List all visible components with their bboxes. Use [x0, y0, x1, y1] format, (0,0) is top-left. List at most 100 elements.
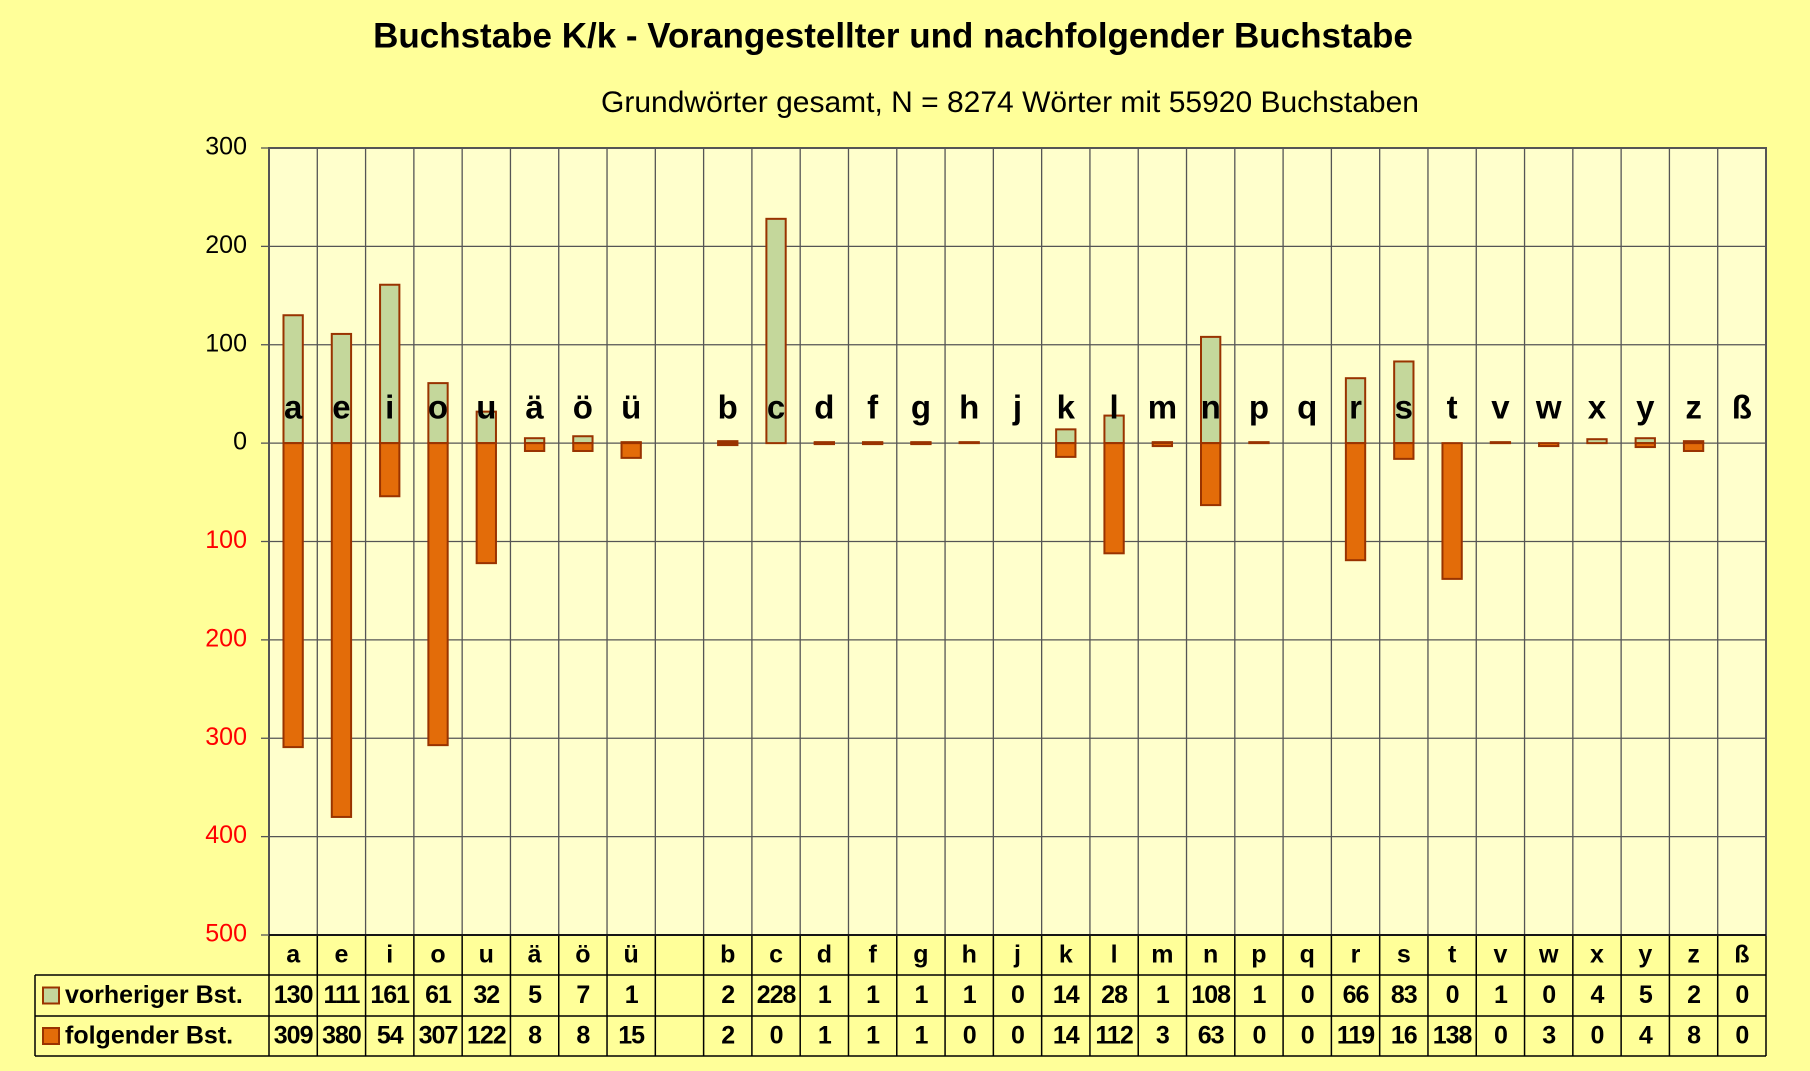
x-tick-label: ü [624, 941, 639, 969]
y-tick-label: 300 [205, 133, 247, 161]
table-value: 1 [866, 1022, 880, 1050]
table-value: 0 [1542, 981, 1555, 1009]
x-tick-label: c [769, 941, 783, 969]
table-value: 3 [1156, 1022, 1169, 1050]
y-tick-label: 100 [205, 526, 247, 554]
x-tick-label: l [1111, 941, 1118, 969]
table-value: 2 [1687, 981, 1700, 1009]
table-value: 61 [425, 981, 452, 1009]
category-letter: h [959, 388, 979, 425]
table-value: 0 [1735, 1022, 1748, 1050]
table-value: 108 [1191, 981, 1231, 1009]
category-letter: b [718, 388, 738, 425]
table-value: 380 [322, 1022, 361, 1050]
chart-title: Buchstabe K/k - Vorangestellter und nach… [373, 16, 1413, 55]
table-value: 228 [757, 981, 797, 1009]
x-tick-label: e [334, 941, 348, 969]
bar [1634, 442, 1656, 449]
table-value: 1 [818, 1022, 832, 1050]
x-tick-label: g [913, 941, 928, 969]
table-value: 0 [1735, 981, 1748, 1009]
bar [572, 442, 594, 452]
table-value: 66 [1343, 981, 1369, 1009]
x-tick-label: z [1687, 941, 1700, 969]
x-tick-label: ß [1734, 941, 1749, 969]
table-value: 32 [473, 981, 499, 1009]
bar [572, 435, 594, 445]
bar [765, 217, 787, 445]
x-tick-label: s [1397, 941, 1411, 969]
bar [1103, 442, 1125, 555]
category-letter: g [911, 388, 931, 425]
table-value: 119 [1337, 1022, 1374, 1050]
table-value: 5 [1639, 981, 1653, 1009]
table-value: 1 [1494, 981, 1508, 1009]
table-value: 0 [1301, 981, 1314, 1009]
table-value: 112 [1095, 1022, 1132, 1050]
x-tick-label: p [1251, 941, 1266, 969]
y-tick-label: 300 [205, 723, 247, 751]
x-tick-label: a [286, 941, 301, 969]
bar [523, 442, 546, 452]
category-letter: j [1012, 388, 1022, 425]
table-value: 7 [576, 981, 589, 1009]
x-tick-label: r [1351, 941, 1361, 969]
table-value: 28 [1101, 981, 1128, 1009]
category-letter: n [1201, 388, 1221, 425]
x-tick-label: ö [575, 941, 590, 969]
category-letter: x [1588, 388, 1607, 425]
category-letter: q [1297, 388, 1317, 425]
table-value: 3 [1542, 1022, 1555, 1050]
x-tick-label: i [386, 941, 393, 969]
table-value: 8 [528, 1022, 542, 1050]
x-tick-label: u [479, 941, 494, 969]
category-letter: ü [621, 388, 641, 425]
bar [910, 442, 932, 446]
table-value: 15 [618, 1022, 645, 1050]
bar [813, 442, 835, 446]
bar [379, 442, 401, 498]
category-letter: z [1685, 388, 1702, 425]
table-value: 4 [1639, 1022, 1653, 1050]
x-tick-label: h [962, 941, 977, 969]
table-value: 1 [1252, 981, 1266, 1009]
table-value: 1 [625, 981, 639, 1009]
table-value: 161 [370, 981, 410, 1009]
table-value: 111 [323, 981, 360, 1009]
y-tick-label: 200 [205, 624, 247, 652]
table-value: 138 [1433, 1022, 1473, 1050]
category-letter: o [428, 388, 448, 425]
category-letter: v [1491, 388, 1510, 425]
x-tick-label: m [1151, 941, 1173, 969]
category-letter: t [1447, 388, 1458, 425]
category-letter: i [385, 388, 394, 425]
table-value: 0 [963, 1022, 976, 1050]
table-value: 0 [1252, 1022, 1265, 1050]
table-value: 309 [274, 1022, 313, 1050]
bar [282, 442, 304, 749]
bar [427, 442, 449, 747]
table-value: 0 [1011, 1022, 1024, 1050]
table-value: 1 [963, 981, 977, 1009]
table-value: 1 [914, 981, 928, 1009]
table-value: 122 [467, 1022, 506, 1050]
bar [1055, 442, 1077, 458]
category-letter: s [1395, 388, 1413, 425]
category-letter: e [332, 388, 350, 425]
x-tick-label: j [1013, 941, 1021, 969]
x-tick-label: t [1448, 941, 1457, 969]
x-tick-label: o [430, 941, 445, 969]
x-tick-label: v [1493, 941, 1507, 969]
bar [1151, 442, 1174, 448]
legend-label: vorheriger Bst. [65, 981, 243, 1009]
x-tick-label: n [1203, 941, 1218, 969]
x-tick-label: w [1538, 941, 1559, 969]
y-tick-label: 200 [205, 231, 247, 259]
category-letter: ß [1732, 388, 1752, 425]
category-letter: ä [525, 388, 544, 425]
category-letter: f [867, 388, 879, 425]
table-value: 2 [721, 1022, 734, 1050]
x-tick-label: q [1300, 941, 1315, 969]
category-letter: d [814, 388, 834, 425]
